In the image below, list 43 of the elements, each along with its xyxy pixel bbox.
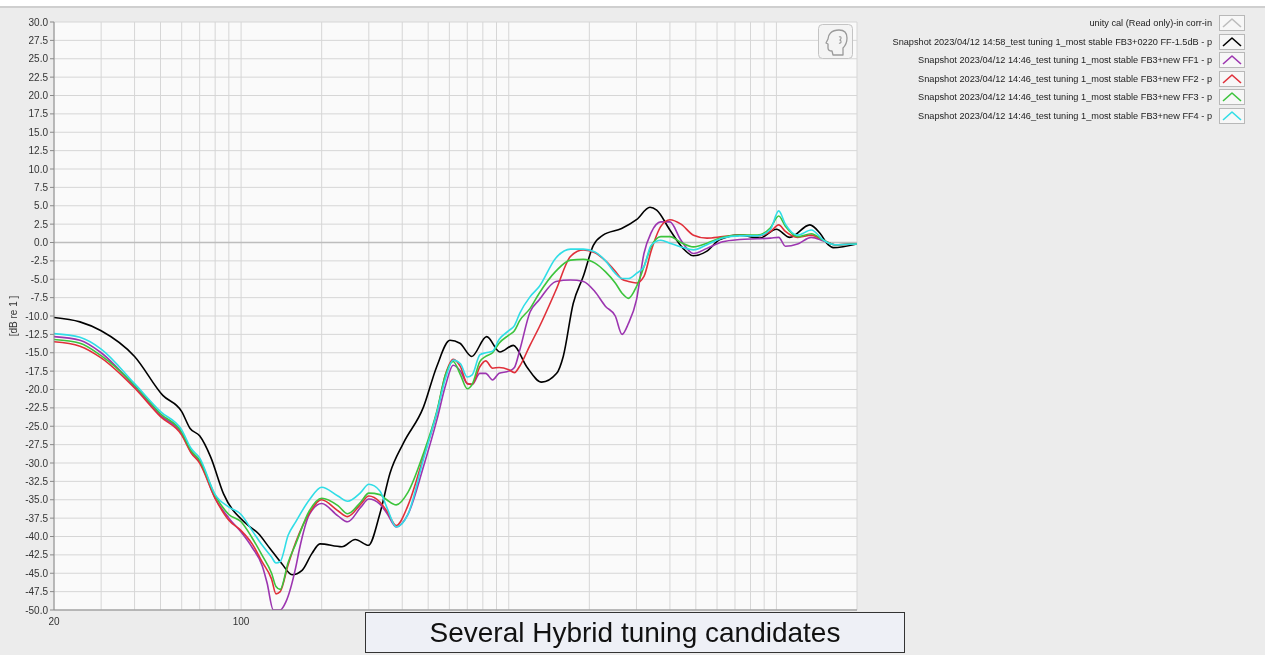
y-tick-label: -40.0 — [25, 531, 49, 543]
y-tick-label: 15.0 — [28, 126, 49, 138]
y-tick-label: -7.5 — [30, 292, 49, 304]
y-tick-label: -10.0 — [25, 310, 49, 322]
y-tick-label: -45.0 — [25, 567, 49, 579]
legend-label: unity cal (Read only)-in corr-in — [1089, 18, 1212, 29]
y-tick-label: -32.5 — [25, 475, 49, 487]
y-tick-label: 27.5 — [28, 34, 49, 46]
y-tick-label: -5.0 — [30, 273, 49, 285]
y-tick-label: 12.5 — [28, 145, 49, 157]
y-tick-label: 10.0 — [28, 163, 49, 175]
y-tick-label: -50.0 — [25, 604, 49, 616]
y-axis-title: [dB re 1 ] — [7, 295, 19, 337]
text: Several Hybrid tuning candidates — [365, 612, 905, 653]
y-tick-label: -15.0 — [25, 347, 49, 359]
y-tick-label: 30.0 — [28, 16, 49, 28]
x-tick-label: 100 — [232, 616, 250, 628]
y-tick-label: 22.5 — [28, 71, 49, 83]
legend-label: Snapshot 2023/04/12 14:46_test tuning 1_most stable FB3+new FF3 - p — [918, 92, 1212, 103]
legend-label: Snapshot 2023/04/12 14:46_test tuning 1_most stable FB3+new FF1 - p — [918, 55, 1212, 66]
y-tick-label: -27.5 — [25, 439, 49, 451]
y-tick-label: -47.5 — [25, 586, 49, 598]
y-tick-label: 17.5 — [28, 108, 49, 120]
y-tick-label: 5.0 — [34, 200, 49, 212]
y-tick-label: -35.0 — [25, 494, 49, 506]
y-tick-label: -25.0 — [25, 420, 49, 432]
y-tick-label: 7.5 — [34, 181, 49, 193]
legend-label: Snapshot 2023/04/12 14:58_test tuning 1_most stable FB3+0220 FF-1.5dB - p — [892, 36, 1212, 47]
y-tick-label: -20.0 — [25, 384, 49, 396]
y-tick-label: 25.0 — [28, 53, 49, 65]
x-tick-label: 20 — [48, 616, 60, 628]
y-tick-label: -17.5 — [25, 365, 49, 377]
y-tick-label: -2.5 — [30, 255, 49, 267]
y-tick-label: 2.5 — [34, 218, 49, 230]
y-tick-label: -22.5 — [25, 402, 49, 414]
y-tick-label: -37.5 — [25, 512, 49, 524]
legend-label: Snapshot 2023/04/12 14:46_test tuning 1_most stable FB3+new FF4 - p — [918, 110, 1212, 121]
y-tick-label: -42.5 — [25, 549, 49, 561]
y-tick-label: 20.0 — [28, 90, 49, 102]
y-tick-label: -30.0 — [25, 457, 49, 469]
y-tick-label: 0.0 — [34, 237, 49, 249]
y-tick-label: -12.5 — [25, 328, 49, 340]
legend-label: Snapshot 2023/04/12 14:46_test tuning 1_most stable FB3+new FF2 - p — [918, 73, 1212, 84]
